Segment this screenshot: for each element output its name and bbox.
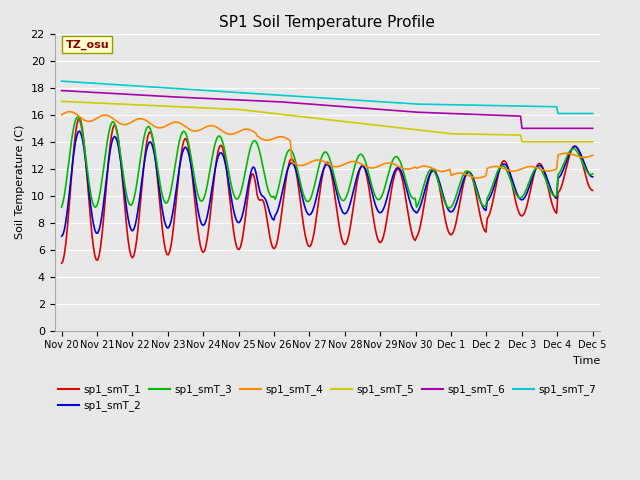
Title: SP1 Soil Temperature Profile: SP1 Soil Temperature Profile [220,15,435,30]
Legend: sp1_smT_1, sp1_smT_2, sp1_smT_3, sp1_smT_4, sp1_smT_5, sp1_smT_6, sp1_smT_7: sp1_smT_1, sp1_smT_2, sp1_smT_3, sp1_smT… [54,380,600,416]
Y-axis label: Soil Temperature (C): Soil Temperature (C) [15,125,25,240]
X-axis label: Time: Time [573,356,600,366]
Text: TZ_osu: TZ_osu [65,39,109,49]
